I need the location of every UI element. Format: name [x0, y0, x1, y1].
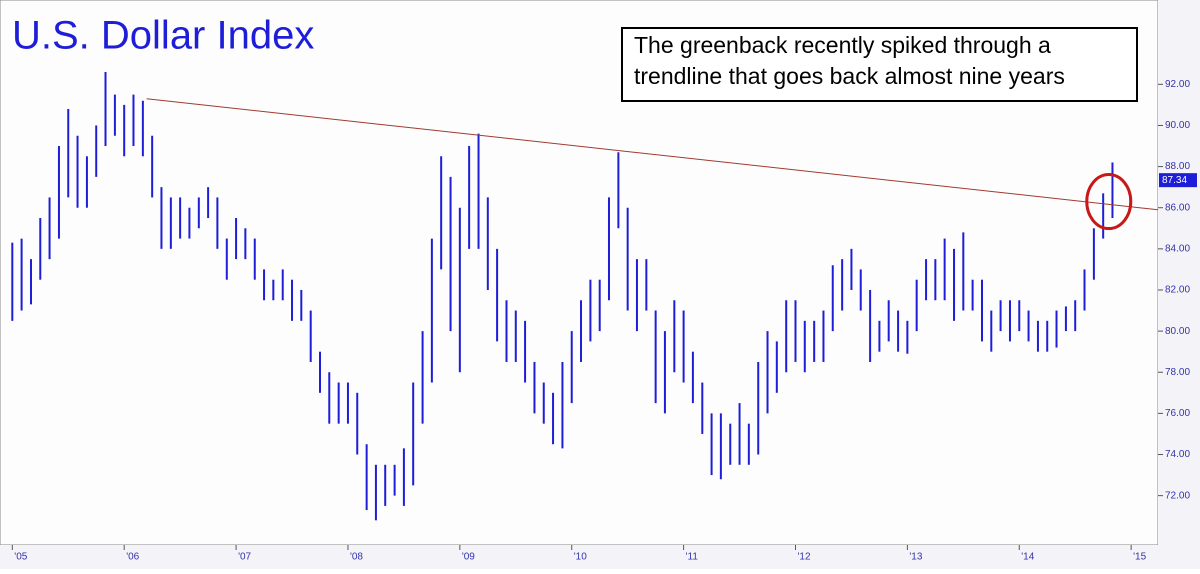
y-tick-label: 86.00: [1165, 202, 1190, 213]
last-value-label: 87.34: [1162, 175, 1187, 186]
x-tick-label: '15: [1133, 552, 1146, 563]
y-tick-label: 74.00: [1165, 449, 1190, 460]
y-tick-label: 88.00: [1165, 161, 1190, 172]
x-tick-label: '09: [462, 552, 475, 563]
y-tick-label: 92.00: [1165, 79, 1190, 90]
y-tick-label: 78.00: [1165, 367, 1190, 378]
x-tick-label: '10: [574, 552, 587, 563]
y-axis-strip: [1158, 0, 1200, 569]
x-tick-label: '13: [909, 552, 922, 563]
x-tick-label: '05: [14, 552, 27, 563]
y-tick-label: 72.00: [1165, 490, 1190, 501]
y-tick-label: 90.00: [1165, 120, 1190, 131]
annotation-box: [621, 27, 1138, 102]
chart-title: U.S. Dollar Index: [12, 14, 314, 58]
x-tick-label: '06: [126, 552, 139, 563]
highlight-circle: [1085, 173, 1133, 231]
x-tick-label: '07: [238, 552, 251, 563]
y-tick-label: 80.00: [1165, 326, 1190, 337]
annotation-line: trendline that goes back almost nine yea…: [634, 63, 1065, 89]
y-tick-label: 76.00: [1165, 408, 1190, 419]
y-tick-label: 82.00: [1165, 285, 1190, 296]
x-tick-label: '14: [1021, 552, 1034, 563]
x-tick-label: '08: [350, 552, 363, 563]
x-tick-label: '12: [797, 552, 810, 563]
y-tick-label: 84.00: [1165, 243, 1190, 254]
trendline: [146, 98, 1159, 211]
last-value-box: [1159, 173, 1197, 188]
annotation-line: The greenback recently spiked through a: [634, 32, 1051, 58]
x-tick-label: '11: [686, 552, 699, 563]
x-axis-strip: [0, 545, 1158, 569]
